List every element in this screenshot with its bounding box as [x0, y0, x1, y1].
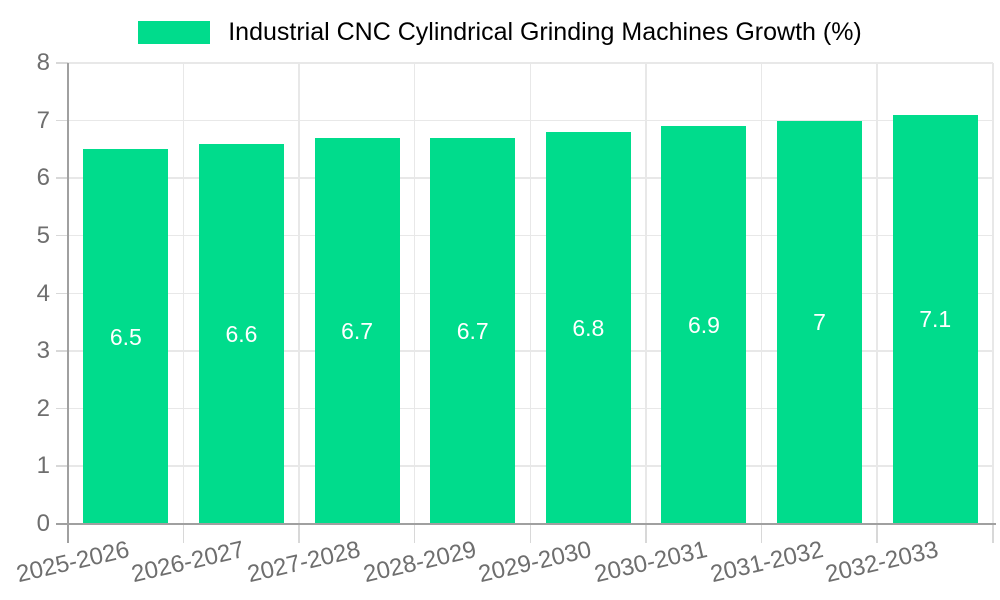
y-tick-label: 1	[36, 452, 50, 480]
bar-value-label: 7	[813, 309, 826, 336]
bar[interactable]	[777, 120, 863, 524]
legend[interactable]: Industrial CNC Cylindrical Grinding Mach…	[0, 17, 1000, 47]
bar[interactable]	[430, 137, 516, 524]
y-tick-label: 3	[36, 337, 50, 365]
gridline-vertical	[413, 63, 416, 524]
bar[interactable]	[661, 126, 747, 524]
x-axis-tick	[298, 524, 300, 543]
gridline-vertical	[182, 63, 185, 524]
x-axis-tick	[992, 524, 994, 543]
x-axis-line	[56, 523, 996, 525]
legend-swatch	[138, 20, 211, 44]
bar[interactable]	[314, 137, 400, 524]
gridline-vertical	[992, 63, 994, 524]
x-axis-tick	[760, 524, 763, 543]
y-axis-tick	[56, 350, 68, 352]
y-axis-tick	[56, 119, 68, 122]
legend-label: Industrial CNC Cylindrical Grinding Mach…	[228, 18, 862, 46]
bar-value-label: 6.6	[225, 320, 258, 347]
y-axis-tick	[56, 407, 68, 410]
y-tick-label: 0	[36, 510, 50, 537]
y-axis-tick	[56, 62, 68, 64]
y-axis-tick	[56, 465, 68, 467]
y-tick-label: 7	[36, 106, 50, 134]
bar[interactable]	[198, 143, 284, 524]
y-axis-line	[67, 63, 69, 543]
gridline-vertical	[760, 63, 763, 524]
bar-value-label: 6.9	[687, 312, 720, 339]
bar-value-label: 6.5	[109, 323, 142, 350]
gridline-vertical	[876, 63, 878, 524]
x-axis-tick	[182, 524, 185, 543]
x-axis-tick	[876, 524, 878, 543]
y-tick-label: 2	[36, 394, 50, 422]
x-axis-tick	[529, 524, 531, 543]
y-tick-label: 5	[36, 221, 50, 249]
y-axis-tick	[56, 234, 68, 237]
bar[interactable]	[545, 132, 631, 524]
bar-value-label: 6.8	[572, 315, 605, 342]
gridline-horizontal	[68, 62, 993, 64]
x-axis-tick	[645, 524, 647, 543]
gridline-vertical	[298, 63, 300, 524]
y-axis-tick	[56, 177, 68, 179]
y-tick-label: 6	[36, 164, 50, 192]
bar-value-label: 7.1	[919, 306, 952, 333]
bar[interactable]	[83, 149, 169, 524]
x-axis-tick	[413, 524, 416, 543]
bar-value-label: 6.7	[456, 317, 489, 344]
bar-value-label: 6.7	[341, 317, 374, 344]
y-tick-label: 4	[36, 279, 50, 307]
gridline-vertical	[529, 63, 531, 524]
y-tick-label: 8	[36, 49, 50, 76]
bar[interactable]	[892, 114, 978, 524]
gridline-vertical	[645, 63, 647, 524]
y-axis-tick	[56, 292, 68, 294]
